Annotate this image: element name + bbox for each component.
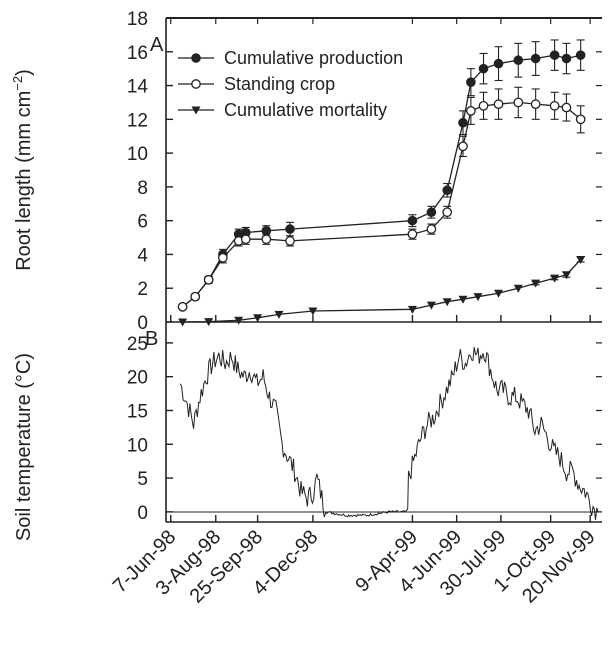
data-point bbox=[426, 207, 437, 218]
y-tick-label: 10 bbox=[127, 144, 148, 165]
y-tick-label: 8 bbox=[137, 178, 148, 199]
data-point bbox=[550, 274, 560, 283]
data-point bbox=[493, 99, 504, 109]
y-tick-label: 5 bbox=[137, 469, 148, 490]
series-line bbox=[182, 259, 582, 323]
data-point bbox=[407, 215, 418, 226]
data-point bbox=[285, 236, 295, 246]
panel-a-y-ticks: 0 2 4 6 8 10 12 14 16 18 bbox=[127, 9, 602, 334]
data-point bbox=[561, 102, 572, 113]
data-point bbox=[478, 100, 489, 111]
data-point bbox=[549, 50, 560, 60]
data-point bbox=[285, 224, 295, 234]
data-point bbox=[442, 298, 452, 307]
data-point bbox=[204, 318, 214, 327]
data-point bbox=[531, 279, 541, 288]
legend-item: Standing crop bbox=[178, 74, 335, 94]
series-line bbox=[182, 101, 582, 308]
panel-b-series bbox=[179, 347, 599, 520]
data-point bbox=[274, 310, 284, 319]
data-point bbox=[575, 114, 586, 125]
y-tick-label: 2 bbox=[137, 279, 148, 300]
data-point bbox=[549, 100, 560, 111]
data-point bbox=[191, 53, 201, 63]
series-open-circle bbox=[177, 86, 586, 312]
data-point bbox=[190, 291, 201, 302]
data-point bbox=[493, 58, 504, 69]
data-point bbox=[494, 289, 504, 298]
data-point bbox=[575, 50, 586, 60]
legend-label: Cumulative mortality bbox=[224, 100, 387, 120]
data-point bbox=[513, 284, 523, 293]
data-point bbox=[234, 316, 244, 325]
legend-label: Cumulative production bbox=[224, 48, 403, 68]
data-point bbox=[203, 274, 214, 285]
legend: Cumulative production Standing crop Cumula… bbox=[178, 48, 403, 120]
data-point bbox=[407, 305, 417, 314]
data-point bbox=[426, 224, 437, 234]
data-point bbox=[253, 314, 263, 323]
y-tick-label: 20 bbox=[127, 368, 148, 389]
panel-a-label: A bbox=[150, 34, 164, 56]
y-tick-label: 10 bbox=[127, 435, 148, 456]
panel-a-series bbox=[177, 39, 586, 327]
panel-b-y-axis-title: Soil temperature (°C) bbox=[13, 353, 35, 541]
data-point bbox=[478, 63, 489, 74]
y-tick-label: 16 bbox=[127, 43, 148, 64]
panel-a-y-axis-title: Root length (mm cm−2) bbox=[10, 69, 35, 271]
y-tick-label: 12 bbox=[127, 110, 148, 131]
data-point bbox=[466, 106, 476, 116]
data-point bbox=[191, 106, 201, 115]
series-filled-triangle-down bbox=[178, 256, 586, 327]
data-point bbox=[177, 301, 188, 312]
data-point bbox=[561, 53, 572, 64]
data-point bbox=[261, 234, 272, 245]
data-point bbox=[442, 207, 453, 218]
data-point bbox=[178, 318, 188, 327]
y-tick-label: 6 bbox=[137, 212, 148, 233]
y-tick-label: 18 bbox=[127, 9, 148, 30]
data-point bbox=[407, 229, 418, 240]
legend-item: Cumulative production bbox=[178, 48, 403, 68]
data-point bbox=[513, 55, 524, 66]
data-point bbox=[218, 252, 228, 263]
data-point bbox=[466, 77, 476, 87]
y-tick-label: 0 bbox=[137, 313, 148, 334]
y-tick-label: 4 bbox=[137, 245, 148, 266]
y-tick-label: 25 bbox=[127, 334, 148, 355]
data-point bbox=[458, 141, 468, 152]
data-point bbox=[426, 301, 436, 310]
data-point bbox=[458, 295, 468, 304]
data-point bbox=[530, 99, 541, 109]
data-point bbox=[561, 271, 571, 280]
legend-label: Standing crop bbox=[224, 74, 335, 94]
y-tick-label: 15 bbox=[127, 401, 148, 422]
data-point bbox=[191, 79, 201, 89]
data-point bbox=[442, 185, 452, 196]
y-tick-label: 0 bbox=[137, 503, 148, 524]
legend-item: Cumulative mortality bbox=[178, 100, 387, 120]
data-point bbox=[576, 256, 586, 265]
y-tick-label: 14 bbox=[127, 77, 149, 98]
data-point bbox=[530, 53, 541, 64]
data-point bbox=[240, 234, 251, 245]
data-point bbox=[308, 307, 318, 316]
data-point bbox=[473, 293, 483, 302]
data-point bbox=[513, 97, 524, 108]
data-point bbox=[458, 117, 468, 128]
temperature-line bbox=[179, 347, 599, 520]
panel-b-y-ticks: 0 5 10 15 20 25 bbox=[127, 334, 602, 524]
panel-b-label: B bbox=[145, 328, 158, 350]
